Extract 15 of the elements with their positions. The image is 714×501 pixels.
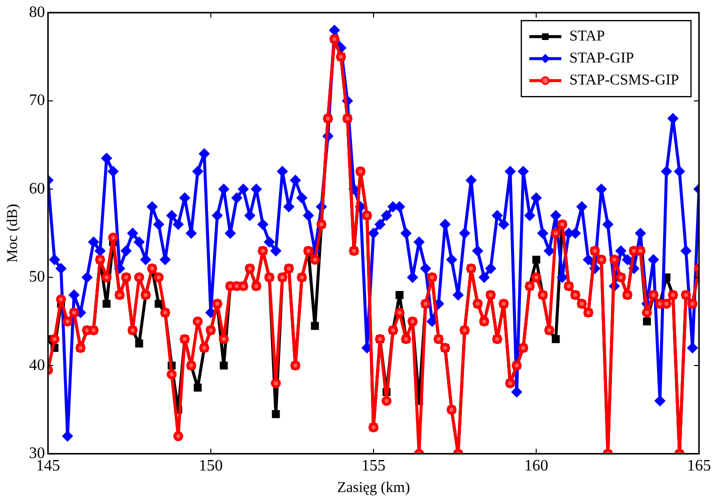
legend-label: STAP-GIP xyxy=(569,50,634,67)
y-tick-label: 50 xyxy=(29,268,45,286)
x-tick-label: 165 xyxy=(687,458,711,475)
x-axis-title: Zasięg (km) xyxy=(337,480,410,496)
x-tick-label: 150 xyxy=(198,458,223,475)
x-tick-label: 155 xyxy=(362,458,386,475)
x-tick-label: 160 xyxy=(524,458,548,475)
y-tick-label: 80 xyxy=(29,4,45,21)
y-tick-label: 70 xyxy=(29,92,45,110)
legend-label: STAP-CSMS-GIP xyxy=(569,72,680,89)
y-axis-title: Moc (dB) xyxy=(4,204,21,263)
legend-label: STAP xyxy=(569,28,605,45)
y-tick-label: 60 xyxy=(29,180,45,198)
x-tick-label: 145 xyxy=(36,458,60,475)
y-tick-label: 40 xyxy=(29,356,45,374)
